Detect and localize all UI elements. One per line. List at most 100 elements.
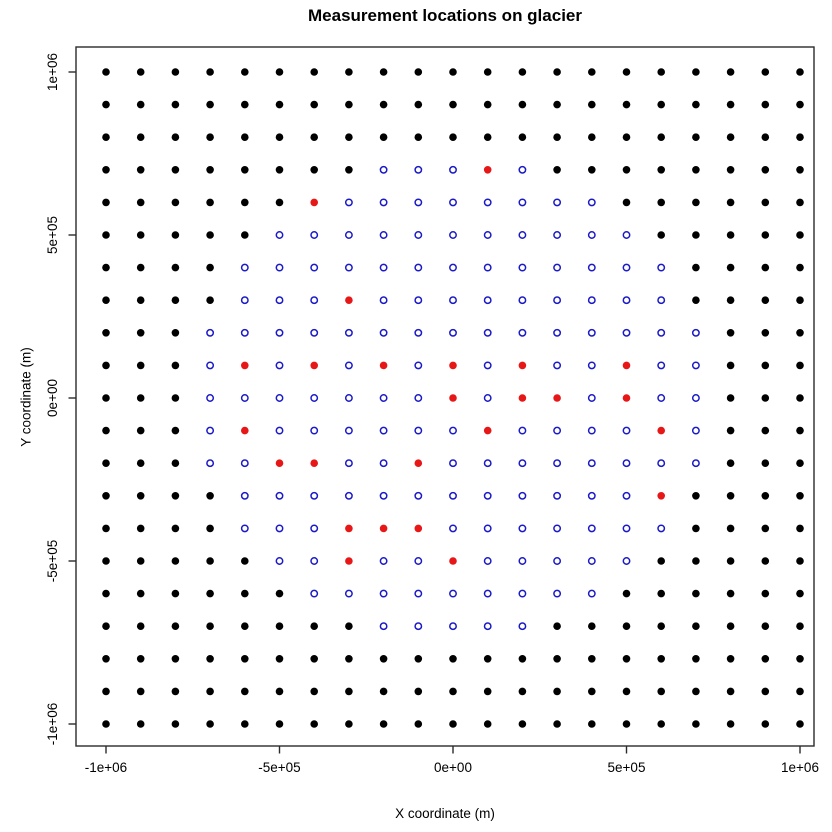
- point-black-filled: [275, 720, 284, 728]
- point-blue-open: [275, 263, 284, 272]
- point-black-filled: [102, 296, 110, 305]
- point-black-filled: [310, 720, 319, 728]
- point-black-filled: [379, 655, 388, 663]
- point-black-filled: [796, 394, 804, 402]
- point-blue-open: [310, 296, 319, 305]
- point-red-filled: [379, 361, 388, 370]
- point-black-filled: [449, 655, 457, 663]
- point-black-filled: [206, 687, 214, 696]
- point-blue-open: [518, 524, 527, 533]
- point-black-filled: [588, 687, 596, 696]
- point-black-filled: [275, 68, 284, 76]
- point-blue-open: [483, 231, 492, 239]
- point-black-filled: [275, 622, 284, 630]
- point-black-filled: [136, 133, 145, 141]
- point-black-filled: [657, 687, 665, 696]
- point-black-filled: [692, 166, 700, 174]
- point-black-filled: [102, 622, 110, 630]
- point-blue-open: [310, 231, 319, 239]
- point-blue-open: [379, 589, 388, 598]
- point-blue-open: [449, 165, 457, 174]
- point-black-filled: [796, 557, 804, 565]
- point-blue-open: [414, 622, 423, 631]
- point-blue-open: [344, 426, 353, 435]
- point-black-filled: [796, 655, 804, 663]
- point-black-filled: [171, 459, 180, 468]
- point-blue-open: [691, 361, 700, 370]
- point-black-filled: [171, 394, 180, 402]
- point-black-filled: [761, 263, 770, 272]
- point-blue-open: [310, 491, 319, 500]
- point-black-filled: [518, 655, 527, 663]
- point-blue-open: [240, 524, 249, 533]
- point-black-filled: [622, 68, 631, 76]
- point-black-filled: [414, 100, 423, 109]
- point-black-filled: [136, 263, 145, 272]
- point-black-filled: [171, 655, 180, 663]
- point-blue-open: [344, 394, 353, 402]
- point-blue-open: [206, 394, 215, 402]
- point-red-filled: [275, 459, 284, 468]
- point-black-filled: [171, 492, 180, 500]
- point-blue-open: [414, 394, 423, 402]
- point-black-filled: [483, 100, 492, 109]
- point-red-filled: [483, 166, 492, 174]
- point-black-filled: [171, 361, 180, 370]
- point-black-filled: [796, 361, 804, 370]
- point-black-filled: [102, 231, 110, 239]
- point-black-filled: [206, 68, 214, 76]
- plot-border: [75, 46, 815, 747]
- point-blue-open: [587, 589, 596, 598]
- point-blue-open: [414, 589, 423, 598]
- point-blue-open: [587, 198, 596, 207]
- point-black-filled: [241, 133, 249, 141]
- point-black-filled: [414, 655, 423, 663]
- point-blue-open: [587, 557, 596, 565]
- point-red-filled: [483, 426, 492, 435]
- point-black-filled: [102, 589, 110, 598]
- point-black-filled: [102, 492, 110, 500]
- point-black-filled: [692, 492, 700, 500]
- point-blue-open: [414, 231, 423, 239]
- point-blue-open: [518, 263, 527, 272]
- point-black-filled: [796, 263, 804, 272]
- point-blue-open: [206, 328, 215, 337]
- point-black-filled: [518, 720, 527, 728]
- point-black-filled: [692, 296, 700, 305]
- point-blue-open: [414, 426, 423, 435]
- point-black-filled: [241, 100, 249, 109]
- point-blue-open: [344, 361, 353, 370]
- point-blue-open: [275, 557, 284, 565]
- point-black-filled: [761, 426, 770, 435]
- point-blue-open: [310, 426, 319, 435]
- point-blue-open: [483, 622, 492, 631]
- point-black-filled: [275, 166, 284, 174]
- point-red-filled: [414, 524, 423, 533]
- point-black-filled: [379, 68, 388, 76]
- point-black-filled: [345, 68, 353, 76]
- point-blue-open: [449, 589, 457, 598]
- point-blue-open: [518, 328, 527, 337]
- point-black-filled: [310, 68, 319, 76]
- point-red-filled: [310, 361, 319, 370]
- point-black-filled: [275, 198, 284, 207]
- point-blue-open: [310, 557, 319, 565]
- point-black-filled: [796, 687, 804, 696]
- point-black-filled: [726, 361, 735, 370]
- point-black-filled: [622, 100, 631, 109]
- point-black-filled: [206, 557, 214, 565]
- point-black-filled: [136, 296, 145, 305]
- point-black-filled: [136, 589, 145, 598]
- point-blue-open: [587, 459, 596, 468]
- point-black-filled: [171, 100, 180, 109]
- point-black-filled: [345, 133, 353, 141]
- point-black-filled: [796, 100, 804, 109]
- point-blue-open: [483, 524, 492, 533]
- point-blue-open: [622, 524, 631, 533]
- point-blue-open: [483, 589, 492, 598]
- point-black-filled: [726, 133, 735, 141]
- point-black-filled: [171, 557, 180, 565]
- point-black-filled: [241, 687, 249, 696]
- point-blue-open: [275, 491, 284, 500]
